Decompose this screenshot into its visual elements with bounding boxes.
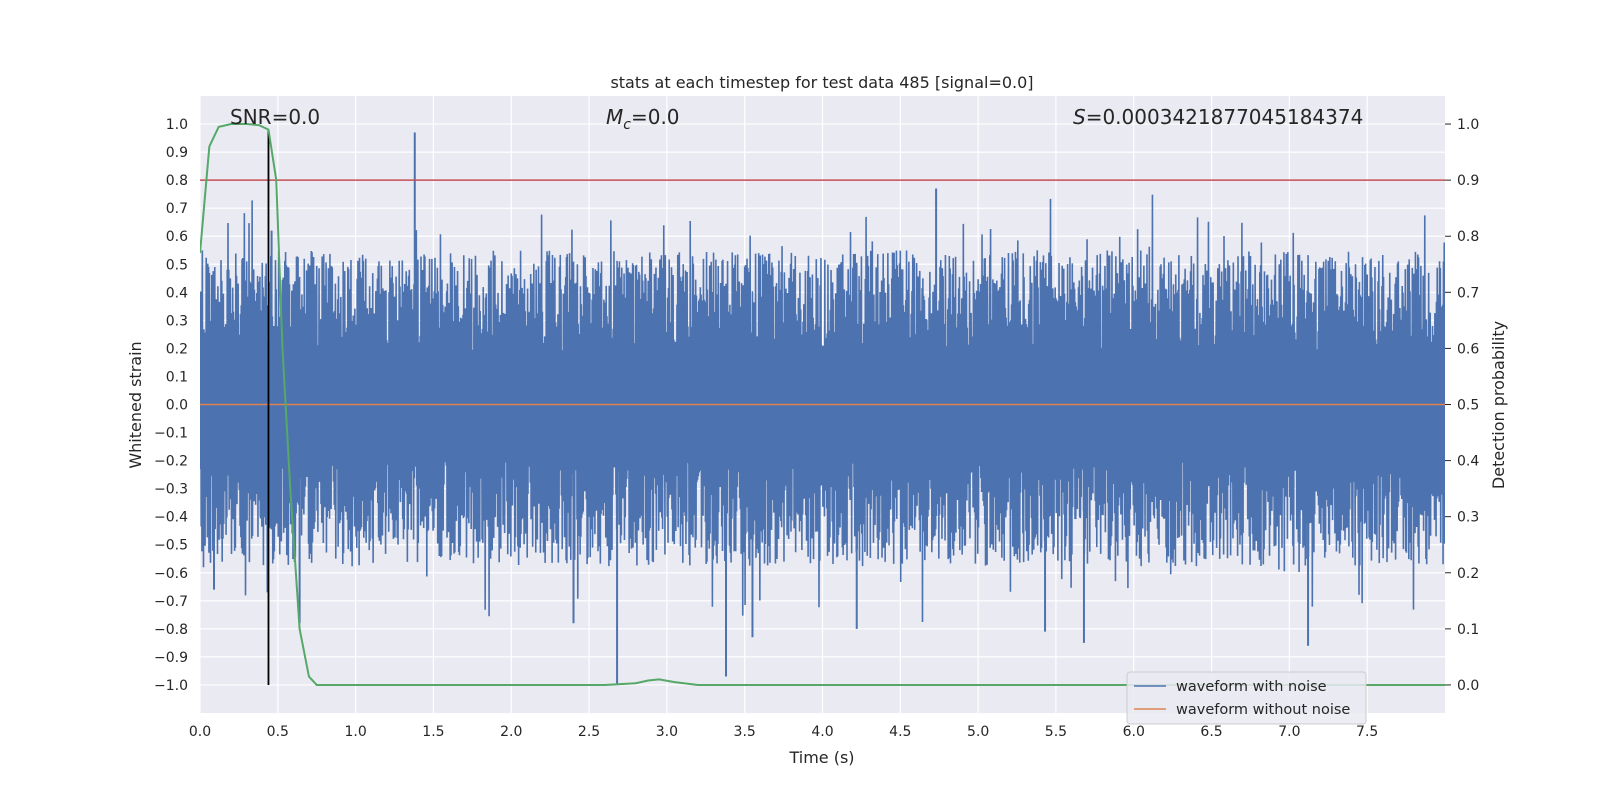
y2-tick-label: 0.8: [1457, 229, 1479, 245]
x-tick-label: 2.0: [500, 724, 522, 740]
detection-probability-line: [200, 123, 1445, 686]
noisy-waveform-line: [200, 194, 1445, 623]
y-tick-label: −0.5: [154, 538, 188, 554]
x-tick-label: 5.0: [967, 724, 989, 740]
s-statistic-value: =0.0003421877045184374: [1086, 105, 1364, 129]
legend-label-clean: waveform without noise: [1176, 702, 1350, 718]
y2-tick-label: 0.5: [1457, 398, 1479, 414]
chirp-mass-value: =0.0: [631, 105, 680, 129]
y-tick-label: −0.1: [154, 426, 188, 442]
y-tick-label: −0.2: [154, 454, 188, 470]
x-tick-label: 6.5: [1200, 724, 1222, 740]
y2-axis-label: Detection probability: [1489, 321, 1508, 489]
y-axis-ticks: 1.0 0.9 0.8 0.7 0.6 0.5 0.4 0.3 0.2 0.1 0.0 −0.1 −0.…: [154, 117, 188, 694]
y-tick-label: 0.5: [166, 257, 188, 273]
x-tick-label: 5.5: [1045, 724, 1067, 740]
y2-axis-ticks: 1.0 0.9 0.8 0.7 0.6 0.5 0.4 0.3 0.2 0.1 0.0: [1445, 117, 1479, 694]
y-tick-label: 0.7: [166, 201, 188, 217]
y2-tick-label: 0.7: [1457, 285, 1479, 301]
chirp-mass-annotation: Mc=0.0: [606, 105, 680, 133]
s-statistic-annotation: S=0.0003421877045184374: [1073, 105, 1363, 129]
x-axis-label: Time (s): [788, 748, 854, 767]
y-tick-label: 0.1: [166, 369, 188, 385]
y-tick-label: 0.2: [166, 341, 188, 357]
y2-tick-label: 0.2: [1457, 566, 1479, 582]
x-tick-label: 7.5: [1356, 724, 1378, 740]
x-axis-ticks: 0.0 0.5 1.0 1.5 2.0 2.5 3.0 3.5 4.0 4.5 5.0 5.5 6.0 6…: [189, 724, 1378, 740]
plot-area: [200, 123, 1445, 686]
y-tick-label: −0.9: [154, 650, 188, 666]
y-tick-label: −0.6: [154, 566, 188, 582]
y2-tick-label: 0.6: [1457, 341, 1479, 357]
y2-tick-label: 0.3: [1457, 510, 1479, 526]
y-tick-label: 0.4: [166, 285, 188, 301]
y-tick-label: 0.3: [166, 313, 188, 329]
snr-annotation: SNR=0.0: [230, 105, 320, 129]
x-tick-label: 6.0: [1123, 724, 1145, 740]
y2-tick-label: 0.4: [1457, 454, 1479, 470]
s-statistic-symbol: S: [1073, 105, 1086, 129]
y-tick-label: 0.0: [166, 398, 188, 414]
y-tick-label: −0.8: [154, 622, 188, 638]
x-tick-label: 2.5: [578, 724, 600, 740]
x-tick-label: 1.5: [422, 724, 444, 740]
legend-box: [1126, 671, 1367, 725]
chirp-mass-symbol: M: [606, 105, 623, 129]
x-tick-label: 4.5: [889, 724, 911, 740]
x-tick-label: 0.5: [267, 724, 289, 740]
x-tick-label: 0.0: [189, 724, 211, 740]
y-tick-label: −1.0: [154, 678, 188, 694]
y-tick-label: −0.4: [154, 510, 188, 526]
y2-tick-label: 0.1: [1457, 622, 1479, 638]
snr-prefix: SNR: [230, 105, 272, 129]
snr-value: =0.0: [272, 105, 321, 129]
x-tick-label: 7.0: [1278, 724, 1300, 740]
y-tick-label: −0.3: [154, 482, 188, 498]
y-tick-label: 0.8: [166, 173, 188, 189]
noisy-waveform-band: [200, 351, 1445, 461]
chirp-mass-subscript: c: [623, 117, 631, 133]
y-axis-label: Whitened strain: [126, 341, 145, 468]
y2-tick-label: 0.0: [1457, 678, 1479, 694]
y-tick-label: 0.6: [166, 229, 188, 245]
chart-title: stats at each timestep for test data 485…: [610, 73, 1033, 92]
y2-tick-label: 1.0: [1457, 117, 1479, 133]
x-tick-label: 3.5: [734, 724, 756, 740]
x-tick-label: 4.0: [811, 724, 833, 740]
y-tick-label: 1.0: [166, 117, 188, 133]
legend-label-noisy: waveform with noise: [1176, 679, 1327, 695]
y-tick-label: 0.9: [166, 145, 188, 161]
legend: waveform with noise waveform without noi…: [1126, 671, 1367, 725]
y2-tick-label: 0.9: [1457, 173, 1479, 189]
y-tick-label: −0.7: [154, 594, 188, 610]
x-tick-label: 1.0: [344, 724, 366, 740]
x-tick-label: 3.0: [656, 724, 678, 740]
